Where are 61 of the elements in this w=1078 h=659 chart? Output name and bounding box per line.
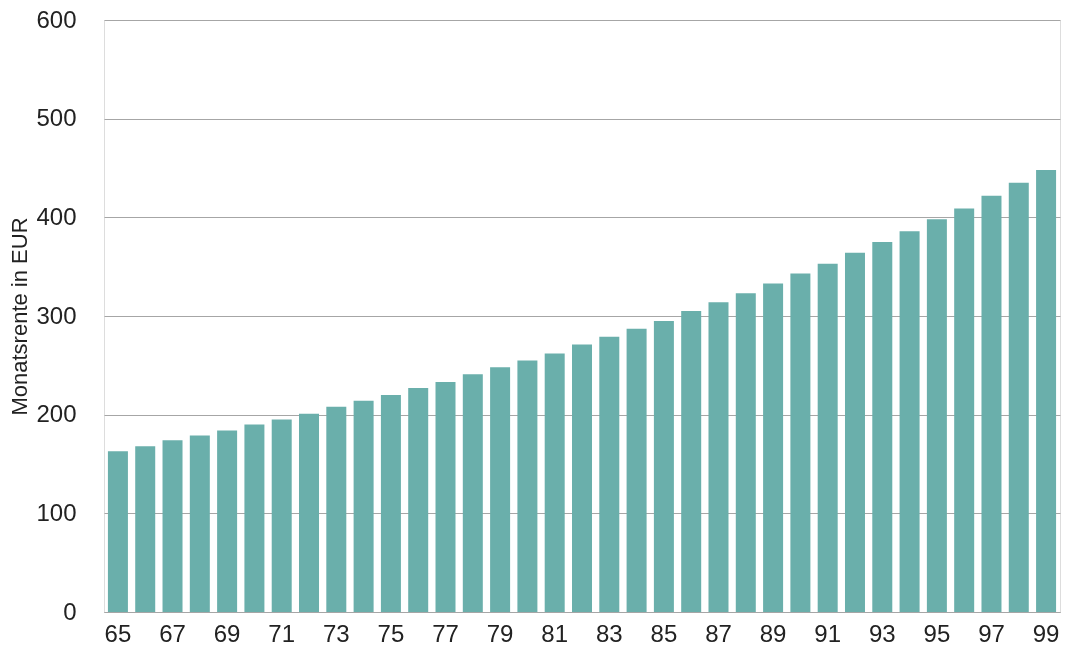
bar: [817, 263, 838, 612]
bar: [299, 413, 320, 612]
bar: [380, 394, 401, 612]
bar: [954, 208, 975, 612]
x-tick-label: 69: [213, 619, 241, 647]
y-tick-label: 300: [36, 301, 77, 329]
bar: [735, 293, 756, 612]
bar: [599, 336, 620, 612]
bar: [653, 320, 674, 612]
bar: [462, 374, 483, 612]
x-tick-label: 81: [541, 619, 569, 647]
bar: [544, 353, 565, 612]
bar: [763, 283, 784, 612]
y-axis-title: Monatsrente in EUR: [7, 217, 33, 416]
bar: [353, 400, 374, 612]
bar: [844, 252, 865, 612]
bar: [1008, 182, 1029, 612]
bar: [899, 231, 920, 612]
x-tick-label: 93: [868, 619, 896, 647]
x-tick-label: 85: [650, 619, 678, 647]
bar: [408, 388, 429, 612]
bar: [681, 311, 702, 612]
x-tick-label: 95: [923, 619, 951, 647]
bar: [572, 344, 592, 612]
x-tick-label: 91: [814, 619, 842, 647]
x-tick-label: 99: [1032, 619, 1060, 647]
x-tick-label: 67: [159, 619, 186, 647]
bar: [1036, 169, 1057, 612]
x-tick-label: 75: [377, 619, 405, 647]
x-tick-label: 97: [978, 619, 1005, 647]
bar: [626, 328, 647, 612]
x-tick-label: 77: [432, 619, 459, 647]
bar: [244, 424, 265, 612]
y-tick-label: 100: [36, 498, 77, 526]
bar: [162, 440, 183, 612]
x-tick-label: 83: [595, 619, 623, 647]
bar: [135, 446, 156, 612]
bar: [872, 242, 893, 612]
x-tick-label: 73: [322, 619, 350, 647]
bar: [926, 219, 947, 612]
y-tick-label: 0: [63, 597, 77, 625]
y-tick-label: 600: [36, 5, 77, 33]
bar: [981, 195, 1002, 612]
bar: [517, 360, 538, 612]
bar: [217, 430, 238, 612]
bar: [107, 451, 128, 612]
bar: [490, 367, 511, 612]
bar: [271, 419, 292, 612]
y-tick-label: 400: [36, 202, 77, 230]
x-tick-label: 87: [705, 619, 732, 647]
y-tick-label: 500: [36, 104, 77, 132]
bar: [189, 435, 210, 612]
x-tick-label: 79: [486, 619, 514, 647]
bar: [708, 302, 729, 612]
x-tick-label: 65: [104, 619, 132, 647]
x-tick-label: 71: [268, 619, 296, 647]
bar: [435, 382, 456, 612]
bar: [790, 273, 811, 612]
x-tick-label: 89: [759, 619, 787, 647]
y-tick-label: 200: [36, 400, 77, 428]
bar: [326, 406, 347, 612]
